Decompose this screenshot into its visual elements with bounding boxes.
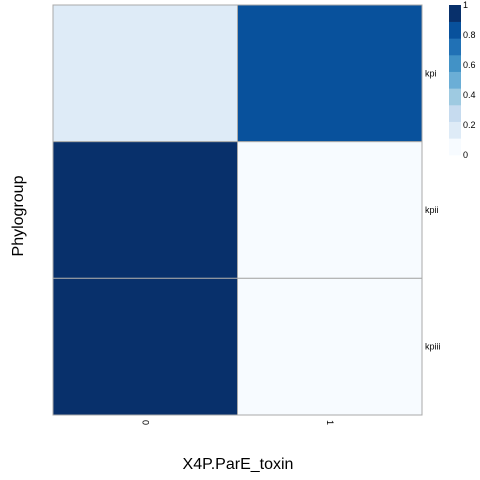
y-axis-title: Phylogroup — [10, 175, 27, 256]
heatmap-cell-kpi-1 — [237, 4, 423, 143]
legend-tick-label: 1 — [463, 0, 468, 10]
legend-tick-label: 0.4 — [463, 90, 476, 100]
legend-swatch — [449, 105, 461, 122]
legend-swatch — [449, 38, 461, 56]
x-axis-title: X4P.ParE_toxin — [183, 456, 294, 473]
heatmap-cell-kpiii-1 — [237, 277, 423, 416]
column-label-0: 0 — [140, 420, 150, 425]
legend-tick-label: 0.2 — [463, 120, 476, 130]
legend-swatch — [449, 55, 461, 72]
legend-swatch — [449, 71, 461, 89]
heatmap-cell-kpii-1 — [237, 141, 423, 279]
legend-tick-label: 0 — [463, 150, 468, 160]
row-label-kpiii: kpiii — [425, 342, 441, 352]
heatmap-cell-kpii-0 — [52, 141, 238, 279]
legend-swatch — [449, 5, 461, 22]
row-labels: kpi kpii kpiii — [425, 68, 441, 351]
color-legend: 0 0.2 0.4 0.6 0.8 1 — [449, 0, 476, 160]
column-label-1: 1 — [325, 420, 335, 425]
row-label-kpi: kpi — [425, 68, 437, 78]
legend-swatch — [449, 21, 461, 39]
legend-tick-label: 0.6 — [463, 60, 476, 70]
legend-swatch — [449, 121, 461, 139]
heatmap-cells — [52, 4, 423, 416]
row-label-kpii: kpii — [425, 205, 439, 215]
legend-swatch — [449, 88, 461, 106]
legend-tick-label: 0.8 — [463, 30, 476, 40]
heatmap-cell-kpiii-0 — [52, 277, 238, 416]
legend-swatch — [449, 138, 461, 156]
heatmap-cell-kpi-0 — [52, 4, 238, 143]
